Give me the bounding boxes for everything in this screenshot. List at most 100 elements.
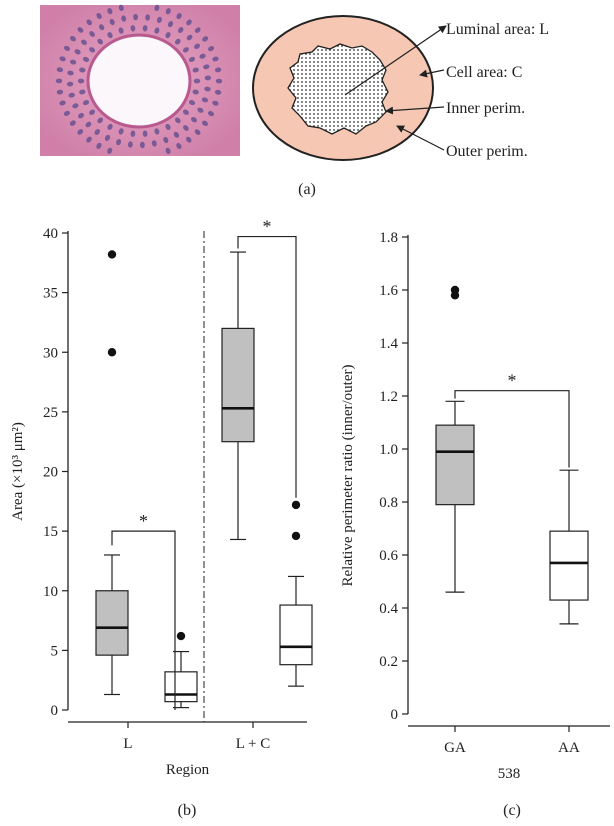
nucleus: [130, 25, 136, 32]
y-tick-label: 10: [43, 584, 58, 600]
outlier-point: [450, 285, 460, 295]
nucleus: [63, 45, 71, 51]
y-tick-label: 15: [43, 524, 58, 540]
y-tick-label: 1.6: [379, 283, 398, 299]
nucleus: [127, 141, 133, 148]
nucleus: [202, 120, 208, 126]
nucleus: [154, 4, 160, 12]
nucleus: [82, 56, 90, 62]
nucleus: [154, 128, 160, 135]
nucleus: [133, 13, 139, 21]
nucleus: [207, 111, 215, 117]
nucleus: [154, 27, 160, 34]
nucleus: [186, 136, 192, 143]
nucleus: [59, 56, 66, 62]
nucleus: [70, 36, 76, 42]
nucleus: [78, 113, 84, 119]
y-tick-label: 0: [51, 703, 59, 719]
y-tick-label: 1.8: [379, 230, 398, 246]
nucleus: [165, 8, 171, 15]
nucleus: [156, 16, 162, 24]
nucleus: [116, 138, 122, 146]
x-axis-label: Region: [166, 762, 210, 778]
nucleus: [188, 100, 196, 106]
nucleus: [194, 27, 201, 33]
nucleus: [96, 12, 102, 20]
outlier-point: [107, 250, 117, 259]
nucleus: [163, 136, 169, 144]
nucleus: [56, 89, 64, 95]
nucleus: [203, 64, 210, 70]
nucleus: [121, 15, 127, 22]
outlier-point: [291, 531, 301, 541]
nucleus: [118, 27, 124, 34]
nucleus: [89, 47, 96, 53]
nucleus: [109, 18, 115, 26]
nucleus: [86, 19, 92, 26]
x-tick-label: L: [123, 736, 132, 752]
box-lc-filled: [221, 327, 255, 443]
nucleus: [202, 36, 209, 42]
nucleus: [142, 25, 148, 32]
y-tick-label: 1.2: [379, 389, 398, 405]
significance-bracket: [237, 235, 297, 498]
nucleus: [165, 147, 171, 155]
nucleus: [167, 21, 174, 28]
box-lc-open: [279, 604, 313, 666]
x-tick-label: AA: [558, 740, 580, 756]
nucleus: [77, 78, 85, 84]
nucleus: [130, 130, 136, 137]
nucleus: [118, 4, 124, 12]
nucleus: [186, 34, 193, 41]
y-tick-label: 30: [43, 345, 58, 361]
outlier-point: [291, 500, 301, 510]
box-aa-open: [549, 530, 589, 601]
nucleus: [107, 7, 113, 15]
y-tick-label: 40: [43, 226, 58, 242]
significance-star: *: [139, 511, 148, 531]
panel-label-b: (b): [178, 802, 197, 819]
y-tick-label: 35: [43, 286, 58, 302]
nucleus: [89, 31, 95, 37]
nucleus: [94, 129, 101, 135]
y-tick-label: 0.6: [379, 548, 398, 564]
nucleus: [74, 49, 81, 55]
tissue-nuclei: [55, 4, 223, 155]
nucleus: [77, 27, 84, 33]
label-luminal-area: Luminal area: L: [446, 21, 549, 38]
nucleus: [79, 89, 86, 95]
nucleus: [86, 136, 92, 143]
nucleus: [175, 38, 181, 45]
significance-star: *: [508, 371, 517, 391]
outlier-point: [107, 348, 117, 357]
significance-star: *: [263, 217, 272, 237]
nucleus: [104, 134, 111, 141]
nucleus: [177, 27, 184, 33]
nucleus: [214, 67, 222, 73]
nucleus: [107, 123, 113, 130]
panel-label-c: (c): [503, 802, 521, 819]
nucleus: [97, 38, 103, 45]
y-tick-label: 5: [51, 643, 59, 659]
nucleus: [69, 59, 77, 65]
nucleus: [212, 100, 219, 106]
nucleus: [79, 67, 86, 73]
nucleus: [193, 78, 201, 84]
nucleus: [197, 107, 204, 113]
nucleus: [183, 125, 189, 131]
nucleus: [204, 86, 211, 92]
lumen-shape: [287, 43, 389, 135]
nucleus: [81, 39, 87, 46]
nucleus: [145, 14, 151, 21]
outer-perimeter-pointer: [396, 125, 445, 151]
outlier-point: [176, 631, 186, 641]
nucleus: [182, 47, 189, 53]
nucleus: [186, 19, 192, 26]
nucleus: [199, 53, 206, 59]
nucleus: [176, 13, 182, 20]
nucleus: [85, 121, 92, 128]
y-tick-label: 20: [43, 465, 58, 481]
nucleus: [173, 131, 180, 138]
nucleus: [67, 70, 74, 76]
